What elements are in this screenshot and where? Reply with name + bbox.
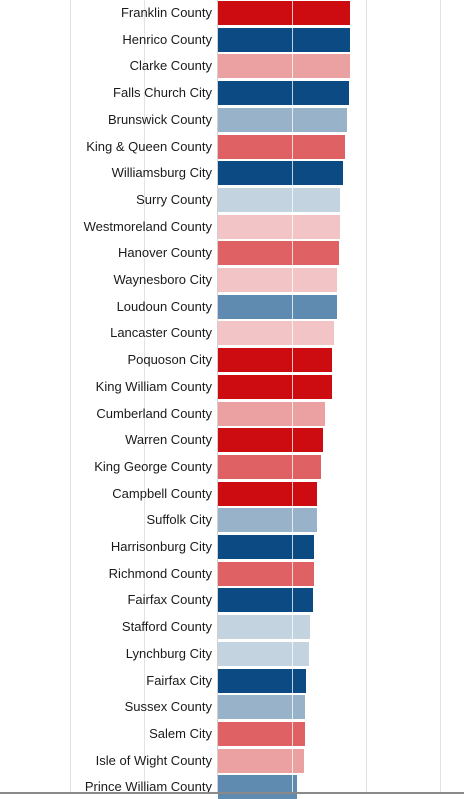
bar[interactable] [218, 588, 313, 612]
category-label: Campbell County [112, 486, 212, 501]
category-label: Lancaster County [110, 325, 212, 340]
category-label: Sussex County [124, 699, 212, 714]
bar[interactable] [218, 215, 340, 239]
gridline [144, 0, 145, 794]
bar[interactable] [218, 562, 314, 586]
bar[interactable] [218, 268, 337, 292]
category-label: Fairfax County [127, 592, 212, 607]
bar[interactable] [218, 482, 317, 506]
category-label: Isle of Wight County [95, 753, 212, 768]
category-label: Loudoun County [116, 299, 212, 314]
category-label: Clarke County [129, 58, 212, 73]
category-label: King & Queen County [86, 139, 212, 154]
gridline [440, 0, 441, 794]
bar[interactable] [218, 54, 350, 78]
bar[interactable] [218, 669, 306, 693]
bar[interactable] [218, 428, 323, 452]
bar[interactable] [218, 455, 321, 479]
category-label: King George County [94, 459, 212, 474]
category-label: Brunswick County [107, 112, 212, 127]
bar[interactable] [218, 695, 305, 719]
category-label: Waynesboro City [113, 272, 213, 287]
bar[interactable] [218, 402, 325, 426]
category-label: Surry County [136, 192, 212, 207]
category-label: Prince William County [84, 779, 212, 794]
bar[interactable] [218, 348, 332, 372]
bar[interactable] [218, 508, 317, 532]
bar[interactable] [218, 775, 297, 799]
axis-baseline [217, 0, 218, 794]
bar[interactable] [218, 295, 337, 319]
gridline [366, 0, 367, 794]
bar[interactable] [218, 535, 314, 559]
category-label: Williamsburg City [111, 165, 212, 180]
bar[interactable] [218, 135, 345, 159]
category-label: Lynchburg City [125, 646, 212, 661]
bar[interactable] [218, 188, 340, 212]
bar[interactable] [218, 81, 349, 105]
bar[interactable] [218, 241, 339, 265]
category-label: Westmoreland County [83, 219, 212, 234]
category-label: Warren County [125, 432, 212, 447]
bar[interactable] [218, 722, 305, 746]
bar[interactable] [218, 108, 347, 132]
bar[interactable] [218, 615, 310, 639]
bar[interactable] [218, 375, 332, 399]
reference-line [292, 0, 293, 794]
gridline [70, 0, 71, 794]
category-label: Stafford County [121, 619, 212, 634]
category-label: Franklin County [120, 5, 212, 20]
category-label: Suffolk City [146, 512, 212, 527]
category-label: Poquoson City [127, 352, 212, 367]
category-label: King William County [95, 379, 212, 394]
category-label: Falls Church City [113, 85, 212, 100]
bar[interactable] [218, 161, 343, 185]
category-label: Harrisonburg City [110, 539, 212, 554]
category-label: Richmond County [108, 566, 212, 581]
category-label: Salem City [149, 726, 212, 741]
category-label: Henrico County [122, 32, 212, 47]
category-label: Cumberland County [96, 406, 212, 421]
bar[interactable] [218, 749, 304, 773]
bar[interactable] [218, 321, 334, 345]
bar[interactable] [218, 28, 350, 52]
bar[interactable] [218, 642, 309, 666]
category-label: Hanover County [118, 245, 212, 260]
category-label: Fairfax City [146, 673, 212, 688]
bottom-rule [0, 792, 464, 794]
bar[interactable] [218, 1, 350, 25]
